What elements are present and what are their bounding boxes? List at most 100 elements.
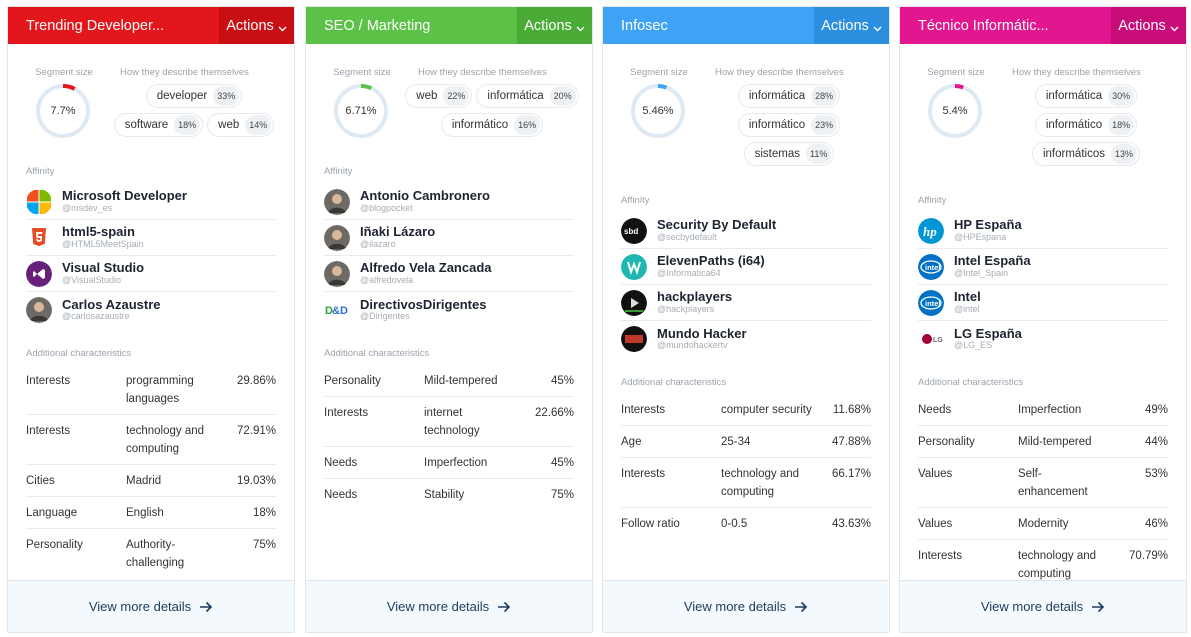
affinity-item[interactable]: intel Intel @intel <box>918 285 1168 321</box>
hackplayers-logo-icon <box>621 289 647 316</box>
tag-percent: 18% <box>1108 115 1135 135</box>
description-tag[interactable]: developer 33% <box>145 84 243 108</box>
characteristic-percent: 49% <box>1144 404 1168 416</box>
characteristic-row: Needs Imperfection 45% <box>324 447 574 479</box>
segment-summary: Segment size 5.46% How they describe them… <box>603 44 889 166</box>
characteristics-table: Personality Mild-tempered 45% Interests inte… <box>324 365 574 510</box>
description-tag[interactable]: software 18% <box>113 113 204 137</box>
characteristic-value: Authority-challenging <box>126 539 185 569</box>
view-more-details-button[interactable]: View more details <box>306 580 592 632</box>
affinity-item[interactable]: D &D DirectivosDirigentes @Dirigentes <box>324 292 574 328</box>
characteristic-row: Interests computer security 11.68% <box>621 394 871 426</box>
card-title[interactable]: Infosec <box>621 17 668 34</box>
affinity-item[interactable]: hackplayers @hackplayers <box>621 285 871 321</box>
self-description-tags: informática 30% informático 18% informáticos… <box>996 84 1176 166</box>
description-tag[interactable]: informáticos 13% <box>1031 142 1140 166</box>
affinity-item[interactable]: hp HP España @HPEspana <box>918 213 1168 249</box>
tag-label: web <box>218 119 240 131</box>
affinity-text: LG España @LG_ES <box>954 326 1022 351</box>
characteristic-value: Modernity <box>1018 518 1069 530</box>
affinity-item[interactable]: Visual Studio @VisualStudio <box>26 256 276 292</box>
affinity-name: ElevenPaths (i64) <box>657 253 765 269</box>
svg-text:hp: hp <box>923 224 937 239</box>
affinity-name: hackplayers <box>657 289 733 305</box>
affinity-list: sbd Security By Default @secbydefault Eleve… <box>621 213 871 357</box>
characteristic-value: Stability <box>424 489 465 501</box>
affinity-handle: @intel <box>954 303 980 314</box>
affinity-label: Affinity <box>918 195 947 206</box>
description-tag[interactable]: web 22% <box>405 84 473 108</box>
arrow-right-icon <box>1091 600 1105 614</box>
affinity-item[interactable]: Alfredo Vela Zancada @alfredovela <box>324 256 574 292</box>
affinity-item[interactable]: sbd Security By Default @secbydefault <box>621 213 871 249</box>
card-title[interactable]: SEO / Marketing <box>324 17 431 34</box>
chevron-down-icon <box>576 21 585 32</box>
card-title[interactable]: Trending Developer... <box>26 17 165 34</box>
characteristic-percent: 75% <box>252 539 276 551</box>
additional-characteristics-label: Additional characteristics <box>918 377 1024 388</box>
characteristic-percent: 11.68% <box>832 404 871 416</box>
affinity-text: Alfredo Vela Zancada @alfredovela <box>360 261 492 285</box>
affinity-item[interactable]: ElevenPaths (i64) @Informatica64 <box>621 249 871 285</box>
actions-menu-button[interactable]: Actions <box>219 7 294 44</box>
segment-size-value: 5.46% <box>642 105 674 117</box>
self-description-tags: web 22% informática 20% informático 16% <box>402 84 582 137</box>
microsoft-logo-icon <box>26 188 52 215</box>
actions-label: Actions <box>524 17 572 34</box>
segment-size-value: 7.7% <box>50 105 76 117</box>
tag-percent: 20% <box>549 86 576 106</box>
segment-size-label: Segment size <box>927 67 985 78</box>
affinity-item[interactable]: Carlos Azaustre @carlosazaustre <box>26 292 276 328</box>
tag-row: informática 28% <box>737 84 841 108</box>
description-tag[interactable]: informático 16% <box>440 113 544 137</box>
tag-label: sistemas <box>754 148 800 160</box>
description-tag[interactable]: sistemas 11% <box>743 142 835 166</box>
description-tag[interactable]: informática 28% <box>737 84 841 108</box>
tag-label: software <box>124 119 169 131</box>
affinity-handle: @alfredovela <box>360 274 414 285</box>
description-tag[interactable]: web 14% <box>207 113 275 137</box>
affinity-item[interactable]: Microsoft Developer @msdev_es <box>26 184 276 220</box>
card-header: Técnico Informátic... Actions <box>900 7 1186 44</box>
characteristic-row: Follow ratio 0-0.5 43.63% <box>621 508 871 539</box>
view-more-details-button[interactable]: View more details <box>900 580 1186 632</box>
characteristics-table: Needs Imperfection 49% Personality Mild-temp… <box>918 394 1168 589</box>
chevron-down-icon <box>1170 21 1179 32</box>
characteristic-row: Interests technology and computing 66.17% <box>621 458 871 508</box>
affinity-item[interactable]: Mundo Hacker @mundohackertv <box>621 321 871 357</box>
description-tag[interactable]: informática 20% <box>476 84 579 108</box>
actions-menu-button[interactable]: Actions <box>814 7 889 44</box>
affinity-item[interactable]: Iñaki Lázaro @ilazaro <box>324 220 574 256</box>
actions-menu-button[interactable]: Actions <box>517 7 592 44</box>
tag-label: informáticos <box>1042 148 1105 160</box>
mundo-hacker-logo-icon <box>621 326 647 352</box>
tag-label: developer <box>156 90 208 102</box>
affinity-item[interactable]: LG LG España @LG_ES <box>918 321 1168 357</box>
actions-menu-button[interactable]: Actions <box>1111 7 1186 44</box>
characteristic-category: Values <box>918 468 953 480</box>
affinity-item[interactable]: Antonio Cambronero @blogpocket <box>324 184 574 220</box>
tag-row: informáticos 13% <box>1031 142 1140 166</box>
view-more-details-button[interactable]: View more details <box>8 580 294 632</box>
characteristic-row: Language English 18% <box>26 497 276 529</box>
affinity-item[interactable]: intel Intel España @Intel_Spain <box>918 249 1168 285</box>
affinity-item[interactable]: html5-spain @HTML5MeetSpain <box>26 220 276 256</box>
affinity-text: HP España @HPEspana <box>954 218 1022 242</box>
card-title[interactable]: Técnico Informátic... <box>918 17 1049 34</box>
segment-summary: Segment size 7.7% How they describe thems… <box>8 44 294 164</box>
affinity-name: Carlos Azaustre <box>62 296 161 312</box>
characteristic-percent: 29.86% <box>236 375 276 387</box>
segment-size-donut <box>630 83 686 139</box>
description-tag[interactable]: informático 23% <box>737 113 841 137</box>
svg-text:intel: intel <box>925 263 940 272</box>
affinity-text: Security By Default @secbydefault <box>657 218 776 242</box>
affinity-text: html5-spain @HTML5MeetSpain <box>62 225 144 249</box>
svg-text:D: D <box>325 305 333 317</box>
description-tag[interactable]: informático 18% <box>1034 113 1138 137</box>
affinity-name: HP España <box>954 217 1022 233</box>
description-tag[interactable]: informática 30% <box>1034 84 1138 108</box>
view-more-details-button[interactable]: View more details <box>603 580 889 632</box>
tag-percent: 13% <box>1110 144 1137 164</box>
tag-label: informático <box>748 119 806 131</box>
segment-size-donut <box>927 83 983 139</box>
